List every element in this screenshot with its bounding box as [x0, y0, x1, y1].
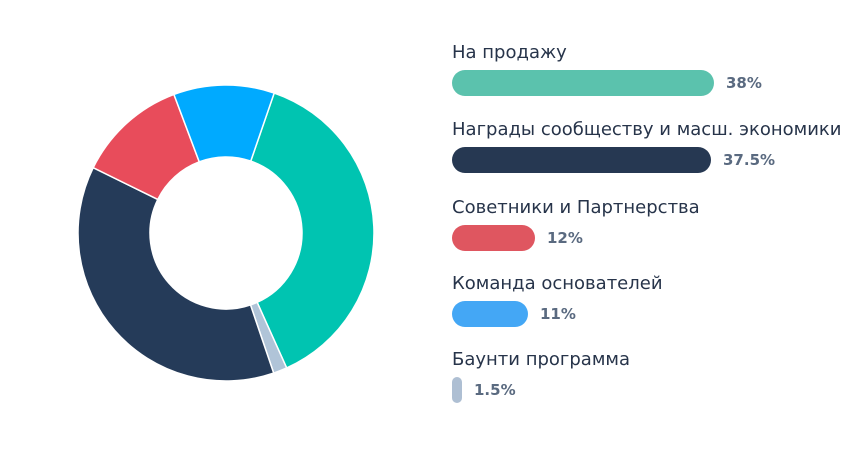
legend-item-bounty: Баунти программа 1.5%: [452, 349, 842, 409]
legend-item-sale: На продажу 38%: [452, 42, 842, 102]
legend-bar: [452, 377, 462, 403]
legend-bar: [452, 225, 535, 251]
donut-slice: [77, 166, 275, 382]
legend-label: Советники и Партнерства: [452, 197, 700, 218]
legend-percent: 12%: [547, 229, 583, 247]
legend-label: Команда основателей: [452, 273, 663, 294]
legend-item-advisors: Советники и Партнерства 12%: [452, 197, 842, 257]
donut-slice: [172, 84, 276, 163]
legend-bar: [452, 70, 714, 96]
legend-percent: 1.5%: [474, 381, 516, 399]
legend-label: Награды сообществу и масш. экономики: [452, 119, 842, 140]
donut-slice: [249, 92, 375, 369]
legend-item-founders: Команда основателей 11%: [452, 273, 842, 333]
legend: На продажу 38% Награды сообществу и масш…: [452, 0, 842, 459]
legend-percent: 37.5%: [723, 151, 776, 169]
legend-label: На продажу: [452, 42, 567, 63]
legend-bar: [452, 301, 528, 327]
legend-bar: [452, 147, 711, 173]
legend-percent: 38%: [726, 74, 762, 92]
legend-percent: 11%: [540, 305, 576, 323]
legend-label: Баунти программа: [452, 349, 631, 370]
legend-item-community-rewards: Награды сообществу и масш. экономики 37.…: [452, 119, 842, 179]
donut-chart: [77, 84, 375, 382]
